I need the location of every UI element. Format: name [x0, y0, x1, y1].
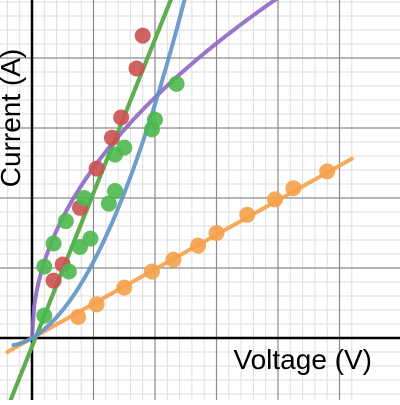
data-point-series-2: [128, 60, 145, 77]
data-point-series-3: [76, 190, 93, 206]
data-point-series-1: [208, 225, 225, 241]
data-point-series-3: [36, 307, 53, 324]
data-point-series-1: [143, 263, 160, 280]
data-point-series-3: [60, 263, 77, 280]
data-point-series-1: [165, 251, 182, 268]
data-point-series-1: [266, 191, 283, 208]
data-point-series-2: [113, 109, 130, 126]
fit-line-series-5: [11, 0, 187, 348]
data-point-series-2: [103, 129, 120, 146]
data-point-series-1: [190, 237, 207, 254]
data-point-series-1: [88, 296, 105, 313]
data-point-series-3: [36, 258, 53, 275]
data-point-series-3: [100, 195, 117, 212]
data-point-series-1: [239, 206, 256, 223]
data-point-series-3: [45, 235, 62, 252]
data-point-series-1: [70, 309, 87, 325]
data-points: [36, 27, 336, 325]
data-point-series-3: [116, 139, 133, 156]
data-point-series-3: [82, 230, 99, 247]
data-point-series-1: [319, 163, 336, 180]
data-point-series-3: [57, 213, 74, 230]
data-point-series-3: [147, 111, 163, 128]
y-axis-label: Current (A): [0, 49, 26, 187]
data-point-series-1: [285, 180, 302, 197]
x-axis-label: Voltage (V): [233, 344, 372, 375]
data-point-series-1: [116, 279, 133, 296]
fit-line-series-4: [30, 0, 279, 340]
data-point-series-2: [45, 272, 62, 289]
data-point-series-2: [134, 27, 151, 44]
data-point-series-3: [107, 183, 124, 199]
data-point-series-2: [88, 160, 105, 177]
data-point-series-3: [168, 75, 185, 92]
